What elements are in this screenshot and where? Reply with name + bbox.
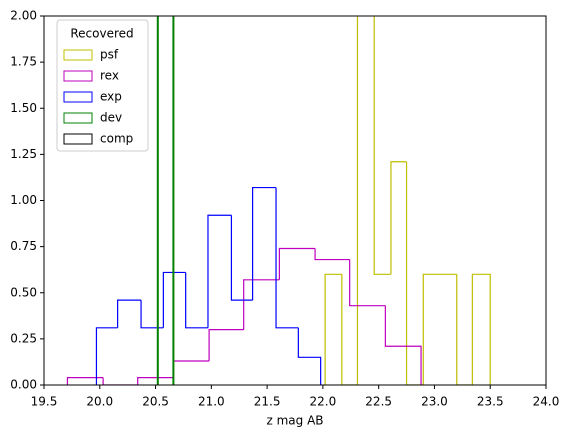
histogram-bin: [140, 300, 164, 329]
plot-area: [66, 16, 491, 385]
legend-label: comp: [100, 132, 133, 146]
histogram-bin: [471, 273, 491, 385]
x-tick-label: 20.5: [142, 395, 169, 409]
histogram-bin: [422, 273, 441, 385]
x-tick-label: 21.0: [198, 395, 225, 409]
legend-title: Recovered: [70, 27, 133, 41]
x-tick-label: 23.0: [421, 395, 448, 409]
legend-swatch: [63, 70, 93, 82]
histogram-bin: [172, 360, 210, 378]
y-tick-label: 1.25: [10, 147, 37, 161]
legend-swatch: [63, 133, 93, 145]
histogram-bin: [230, 215, 253, 301]
legend-label: psf: [100, 48, 119, 62]
histogram-bin: [102, 377, 138, 385]
histogram-bin: [207, 214, 232, 328]
x-axis-label: z mag AB: [266, 414, 323, 428]
x-tick-label: 21.5: [254, 395, 281, 409]
y-tick-label: 2.00: [10, 9, 37, 23]
y-tick-label: 0.75: [10, 239, 37, 253]
histogram-bin: [275, 187, 299, 329]
histogram-bin: [349, 259, 386, 307]
histogram-bin: [278, 247, 316, 280]
x-tick-label: 24.0: [533, 395, 560, 409]
legend-swatch: [63, 112, 93, 124]
histogram-bin: [208, 329, 244, 362]
legend-swatch: [63, 49, 93, 61]
y-tick-label: 0.25: [10, 331, 37, 345]
histogram-bin: [324, 273, 342, 385]
x-tick-label: 22.5: [365, 395, 392, 409]
histogram-bin: [66, 377, 104, 385]
histogram-bin: [117, 299, 142, 328]
histogram-bin: [314, 248, 350, 261]
x-tick-label: 20.0: [86, 395, 113, 409]
histogram-bin: [95, 327, 118, 385]
histogram-bin: [373, 16, 391, 275]
x-tick-label: 23.5: [477, 395, 504, 409]
histogram-bin: [137, 377, 174, 385]
y-tick-label: 1.50: [10, 101, 37, 115]
y-tick-label: 1.75: [10, 55, 37, 69]
histogram-bin: [162, 271, 186, 328]
histogram-bin: [384, 305, 422, 385]
histogram-bin: [252, 186, 277, 301]
y-tick-label: 0.50: [10, 285, 37, 299]
histogram-bin: [297, 327, 322, 385]
legend-label: rex: [100, 69, 119, 83]
histogram-bin: [185, 272, 208, 329]
histogram-bin: [243, 279, 280, 330]
x-tick-label: 19.5: [31, 395, 58, 409]
legend-label: dev: [100, 111, 122, 125]
legend-box: [56, 19, 149, 152]
histogram-bin: [456, 274, 473, 385]
x-tick-label: 22.0: [310, 395, 337, 409]
legend-swatch: [63, 91, 93, 103]
histogram-bin: [356, 16, 359, 385]
histogram-bin: [390, 161, 407, 275]
y-tick-label: 0.00: [10, 378, 37, 392]
histogram-bin: [405, 161, 424, 385]
y-tick-label: 1.00: [10, 193, 37, 207]
legend-label: exp: [100, 90, 122, 104]
histogram-bin: [341, 274, 358, 385]
